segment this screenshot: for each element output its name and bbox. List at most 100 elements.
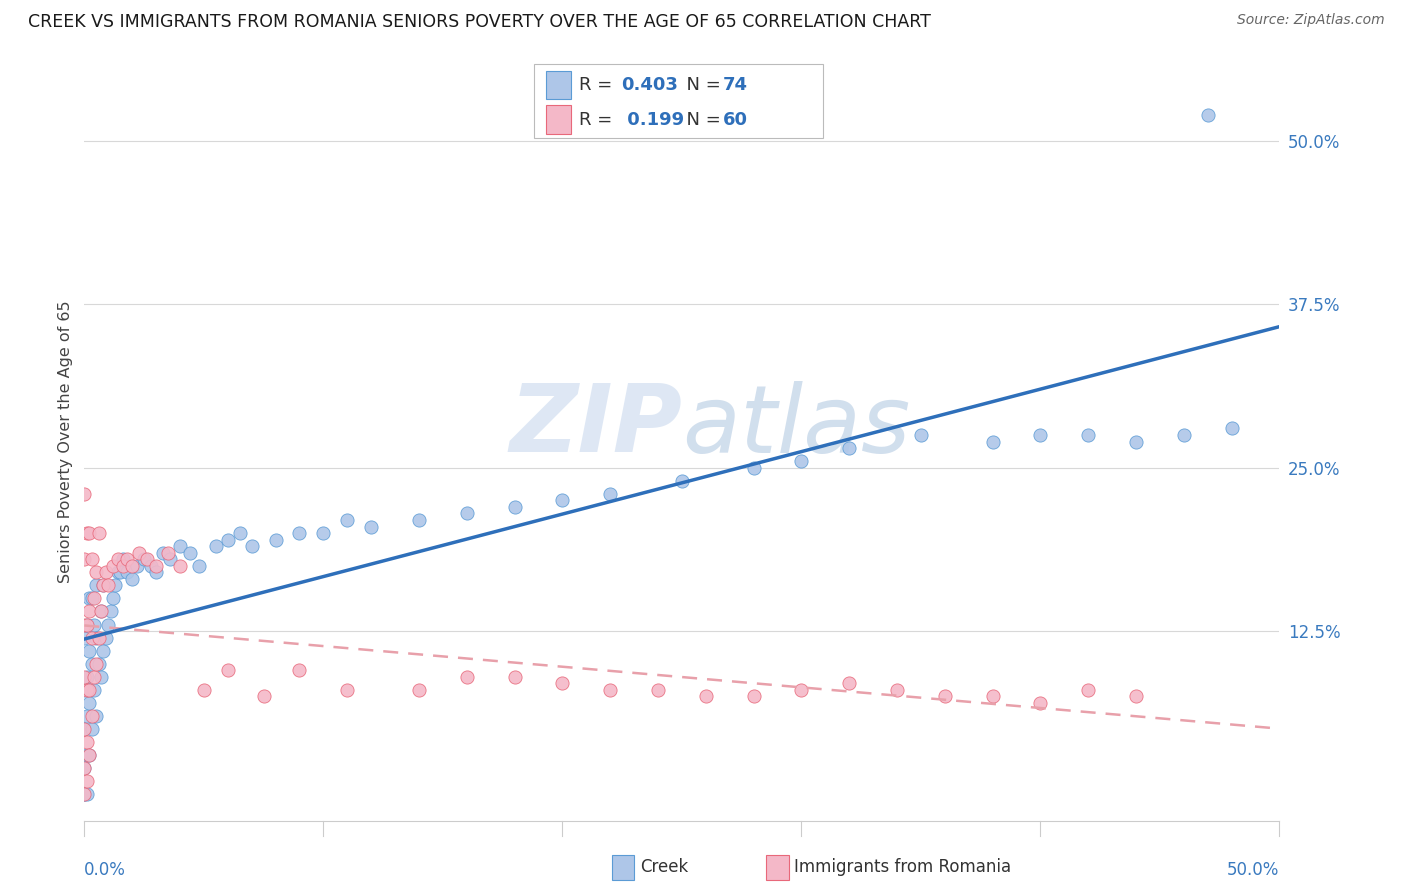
Point xyxy=(76,670,98,684)
Point xyxy=(217,533,239,547)
Point xyxy=(73,722,96,736)
Point xyxy=(336,513,359,527)
Point xyxy=(73,682,96,697)
Text: ZIP: ZIP xyxy=(509,380,682,473)
Point xyxy=(73,631,96,645)
Point xyxy=(94,566,117,580)
Point xyxy=(76,617,98,632)
Point xyxy=(77,682,100,697)
Point xyxy=(188,558,211,573)
Point xyxy=(90,670,112,684)
Point xyxy=(77,696,100,710)
Point xyxy=(742,690,765,704)
Point xyxy=(360,519,382,533)
Text: atlas: atlas xyxy=(682,381,910,472)
Point xyxy=(288,526,311,541)
Point xyxy=(647,682,669,697)
Point xyxy=(86,578,108,592)
Point xyxy=(1029,696,1052,710)
Point xyxy=(107,552,129,566)
Point xyxy=(790,682,813,697)
Point xyxy=(135,552,157,566)
Point xyxy=(125,558,148,573)
Text: Source: ZipAtlas.com: Source: ZipAtlas.com xyxy=(1237,13,1385,28)
Point xyxy=(80,722,103,736)
Point xyxy=(93,643,115,657)
Point xyxy=(77,643,100,657)
Point xyxy=(229,526,252,541)
Point xyxy=(551,676,574,690)
Point xyxy=(838,441,860,455)
Point xyxy=(86,657,108,671)
Point xyxy=(264,533,287,547)
Point xyxy=(97,578,120,592)
Text: 50.0%: 50.0% xyxy=(1227,861,1279,879)
Point xyxy=(101,591,124,606)
Point xyxy=(93,578,115,592)
Text: 0.199: 0.199 xyxy=(621,111,685,128)
Point xyxy=(76,709,98,723)
Point xyxy=(73,788,96,802)
Text: CREEK VS IMMIGRANTS FROM ROMANIA SENIORS POVERTY OVER THE AGE OF 65 CORRELATION : CREEK VS IMMIGRANTS FROM ROMANIA SENIORS… xyxy=(28,13,931,31)
Point xyxy=(76,617,98,632)
Point xyxy=(551,493,574,508)
Point xyxy=(76,735,98,749)
Point xyxy=(117,566,139,580)
Text: Creek: Creek xyxy=(640,858,688,876)
Point xyxy=(336,682,359,697)
Point xyxy=(77,526,100,541)
Point xyxy=(169,558,191,573)
Point xyxy=(152,546,174,560)
Point xyxy=(145,558,167,573)
Point xyxy=(90,605,112,619)
Point xyxy=(1077,682,1099,697)
Point xyxy=(253,690,276,704)
Point xyxy=(1125,434,1147,449)
Point xyxy=(93,578,115,592)
Point xyxy=(312,526,335,541)
Point xyxy=(77,748,100,763)
Point xyxy=(86,631,108,645)
Point xyxy=(981,690,1004,704)
Point xyxy=(179,546,201,560)
Point xyxy=(73,670,96,684)
Point xyxy=(100,605,122,619)
Point xyxy=(742,460,765,475)
Point xyxy=(73,722,96,736)
Point xyxy=(80,709,103,723)
Point xyxy=(408,513,430,527)
Point xyxy=(503,670,526,684)
Point xyxy=(73,761,96,775)
Point xyxy=(94,631,117,645)
Text: 0.403: 0.403 xyxy=(621,76,678,94)
Point xyxy=(934,690,956,704)
Point xyxy=(1220,421,1243,435)
Point xyxy=(77,748,100,763)
Point xyxy=(76,526,98,541)
Point xyxy=(107,566,129,580)
Point xyxy=(157,546,180,560)
Point xyxy=(117,552,139,566)
Point xyxy=(838,676,860,690)
Point xyxy=(83,617,105,632)
Point xyxy=(77,591,100,606)
Point xyxy=(288,663,311,677)
Point xyxy=(101,558,124,573)
Point xyxy=(456,507,478,521)
Y-axis label: Seniors Poverty Over the Age of 65: Seniors Poverty Over the Age of 65 xyxy=(58,301,73,582)
Text: 0.0%: 0.0% xyxy=(84,861,127,879)
Point xyxy=(73,761,96,775)
Point xyxy=(73,487,96,501)
Point xyxy=(503,500,526,514)
Point xyxy=(193,682,215,697)
Point xyxy=(111,552,134,566)
Text: N =: N = xyxy=(675,76,727,94)
Point xyxy=(90,605,112,619)
Point xyxy=(121,558,143,573)
Point xyxy=(240,539,263,553)
Point xyxy=(80,631,103,645)
Point xyxy=(981,434,1004,449)
Point xyxy=(83,670,105,684)
Point xyxy=(87,526,110,541)
Point xyxy=(128,546,150,560)
